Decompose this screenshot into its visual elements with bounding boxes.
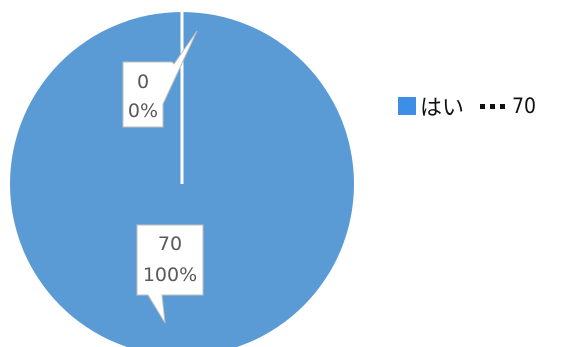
legend-swatch: [398, 97, 416, 115]
data-label-zero: 0 0%: [122, 30, 198, 128]
data-label-main: 70 100%: [136, 224, 204, 324]
callout-zero-box: [122, 30, 198, 128]
data-label-main-percent: 100%: [143, 264, 197, 286]
legend-value: 70: [512, 94, 537, 118]
legend-dots-icon: [480, 103, 510, 109]
legend-label: はい: [420, 96, 465, 121]
legend: はい 70: [398, 91, 536, 121]
data-label-zero-percent: 0%: [128, 100, 158, 122]
data-label-main-value: 70: [158, 233, 182, 255]
callout-main-box: [136, 224, 204, 324]
data-label-zero-value: 0: [137, 71, 149, 93]
